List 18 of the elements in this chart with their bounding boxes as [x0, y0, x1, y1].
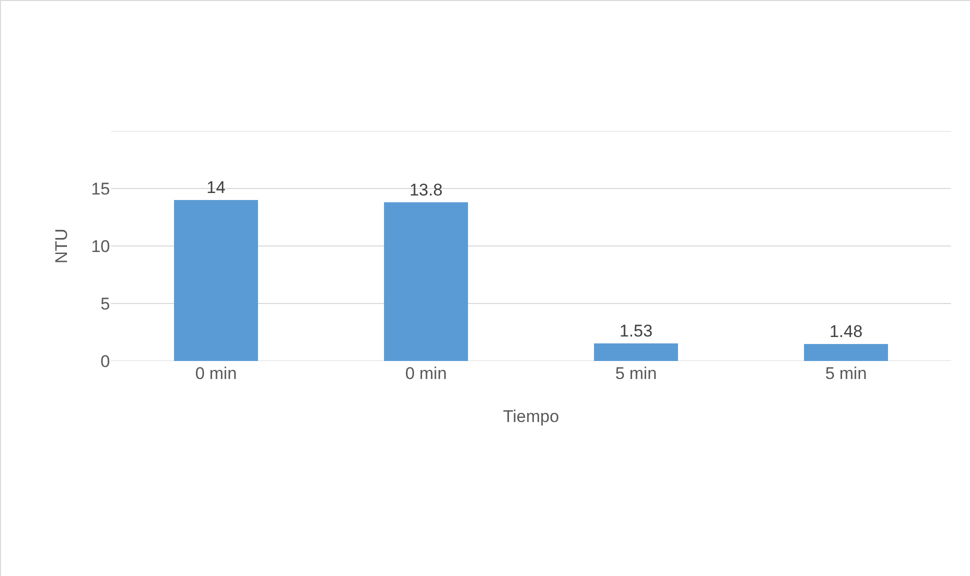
data-label: 14 — [206, 178, 226, 197]
y-tick-label: 15 — [91, 179, 110, 198]
bar — [174, 200, 258, 361]
bar — [594, 343, 678, 361]
y-tick-label: 0 — [100, 352, 110, 371]
x-tick-label: 5 min — [825, 364, 867, 383]
data-label: 1.48 — [829, 322, 863, 341]
y-tick-label: 5 — [100, 294, 110, 314]
x-tick-label: 0 min — [405, 364, 447, 383]
x-axis-title: Tiempo — [502, 407, 560, 426]
bar — [804, 344, 888, 361]
x-tick-label: 0 min — [195, 364, 237, 383]
data-label: 13.8 — [409, 180, 443, 200]
y-tick-label: 10 — [91, 236, 110, 256]
x-tick-label: 5 min — [615, 364, 657, 383]
data-label: 1.53 — [619, 321, 653, 340]
y-axis-title: NTU — [52, 228, 71, 264]
bar — [384, 202, 468, 361]
